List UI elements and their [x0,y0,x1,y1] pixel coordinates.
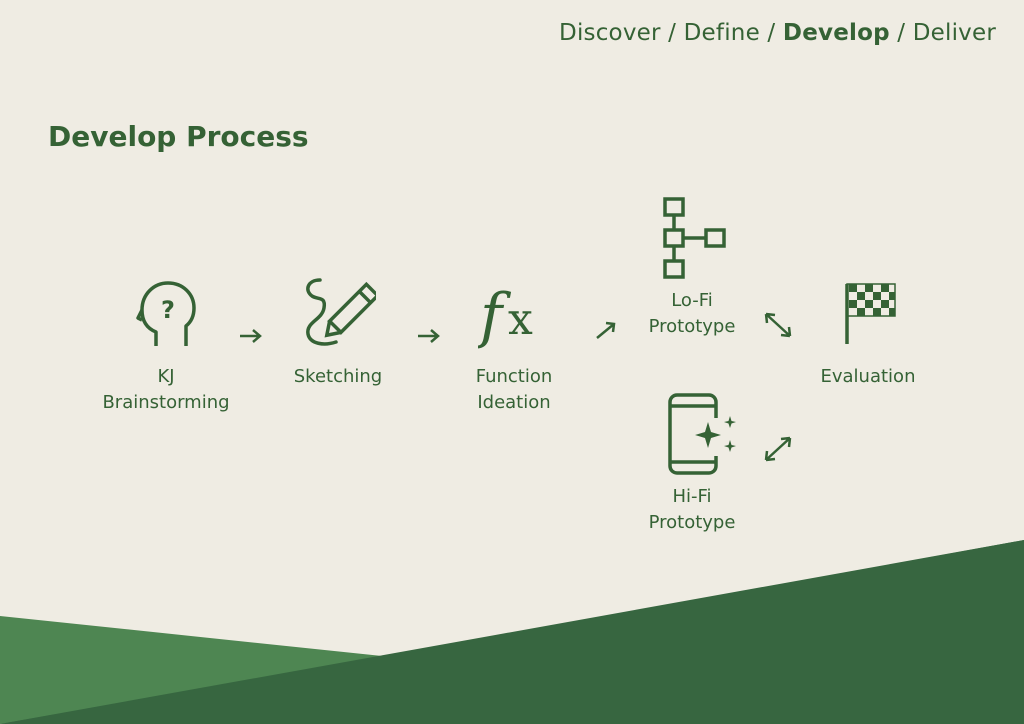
evaluation-label-line1: Evaluation [820,366,916,387]
hifi-label-line1: Hi-Fi [672,486,712,507]
breadcrumb-define[interactable]: Define [683,20,760,46]
dark-green-shape-lower [0,540,1024,724]
hifi-label-line2: Prototype [648,512,736,533]
breadcrumb-deliver[interactable]: Deliver [912,20,996,46]
checkered-flag-icon [845,283,896,344]
kj-label-line2: Brainstorming [102,392,230,413]
sitemap-icon [663,197,726,279]
breadcrumb: Discover / Define / Develop / Deliver [559,20,996,46]
arrow-right-icon [240,329,262,343]
svg-text:f: f [478,281,512,350]
function-ideation-label: Function Ideation [454,364,574,416]
lofi-prototype-label: Lo-Fi Prototype [632,288,752,340]
lofi-label-line2: Prototype [648,316,736,337]
sketching-label-line1: Sketching [293,366,383,387]
light-green-shape [0,616,420,724]
function-label-line1: Function [475,366,553,387]
breadcrumb-separator: / [889,20,913,46]
function-label-line2: Ideation [477,392,551,413]
kj-brainstorming-label: KJ Brainstorming [96,364,236,416]
head-question-icon: ? [136,281,196,346]
arrow-up-right-icon [596,321,616,339]
lofi-label-line1: Lo-Fi [671,290,713,311]
breadcrumb-develop[interactable]: Develop [782,20,890,46]
sketching-label: Sketching [288,364,388,390]
arrow-right-icon [418,329,440,343]
page-title: Develop Process [48,120,309,153]
svg-text:x: x [508,294,533,345]
pencil-scribble-icon [306,278,376,346]
double-arrow-icon [764,312,792,338]
hifi-prototype-label: Hi-Fi Prototype [632,484,752,536]
breadcrumb-separator: / [759,20,783,46]
breadcrumb-separator: / [660,20,684,46]
kj-label-line1: KJ [157,366,175,387]
svg-text:?: ? [161,296,175,324]
phone-sparkle-icon [668,393,736,475]
breadcrumb-discover[interactable]: Discover [559,20,661,46]
function-fx-icon: f x [478,281,533,350]
double-arrow-icon [764,436,792,462]
evaluation-label: Evaluation [808,364,928,390]
